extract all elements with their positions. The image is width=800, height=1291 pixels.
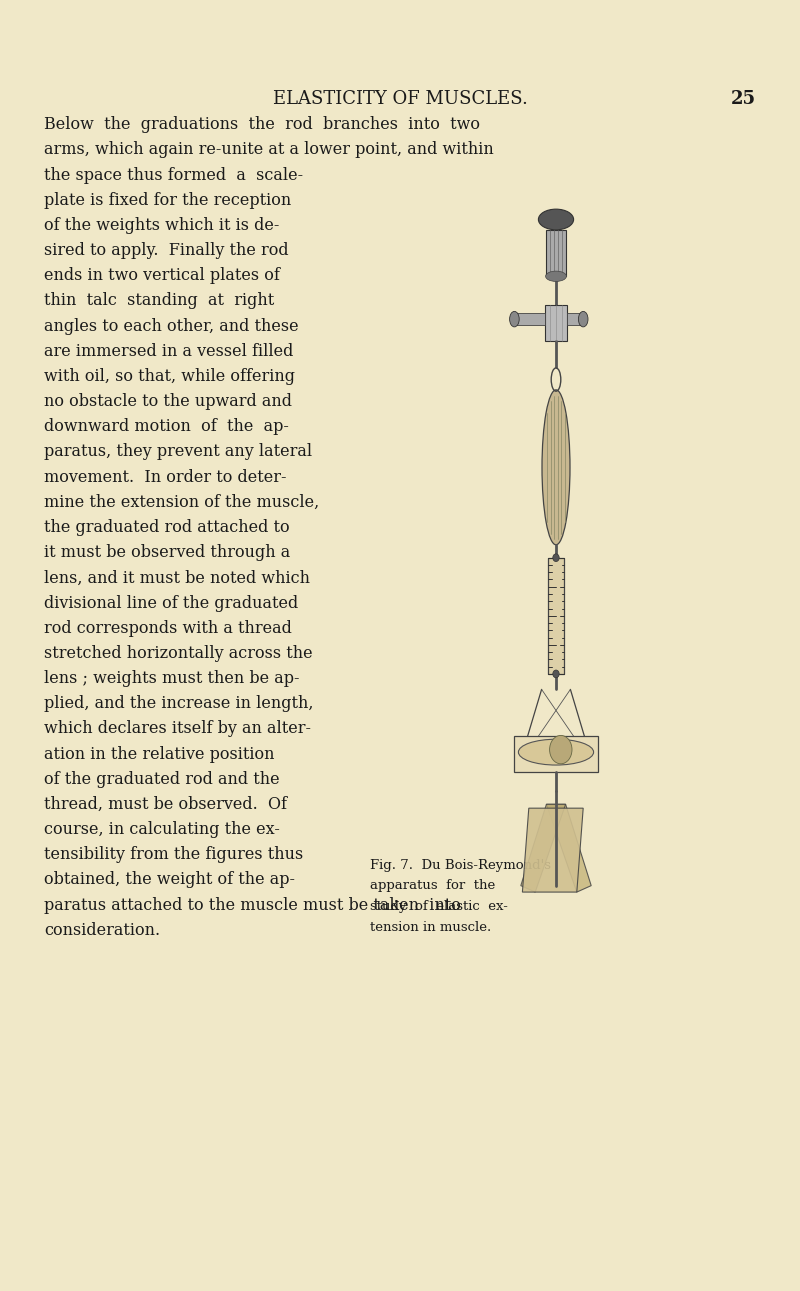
Text: stretched horizontally across the: stretched horizontally across the: [44, 644, 313, 662]
Text: lens ; weights must then be ap-: lens ; weights must then be ap-: [44, 670, 299, 687]
Text: the space thus formed  a  scale-: the space thus formed a scale-: [44, 167, 303, 183]
Text: ends in two vertical plates of: ends in two vertical plates of: [44, 267, 280, 284]
Text: lens, and it must be noted which: lens, and it must be noted which: [44, 569, 310, 586]
Text: paratus, they prevent any lateral: paratus, they prevent any lateral: [44, 443, 312, 461]
Text: downward motion  of  the  ap-: downward motion of the ap-: [44, 418, 289, 435]
Text: thin  talc  standing  at  right: thin talc standing at right: [44, 292, 274, 310]
Text: plied, and the increase in length,: plied, and the increase in length,: [44, 695, 314, 713]
Polygon shape: [522, 808, 583, 892]
Text: study  of  elastic  ex-: study of elastic ex-: [370, 900, 507, 913]
Ellipse shape: [553, 670, 559, 678]
Text: no obstacle to the upward and: no obstacle to the upward and: [44, 392, 292, 411]
Text: of the graduated rod and the: of the graduated rod and the: [44, 771, 280, 788]
Text: arms, which again re-unite at a lower point, and within: arms, which again re-unite at a lower po…: [44, 141, 494, 159]
Bar: [514, 736, 598, 772]
Text: ation in the relative position: ation in the relative position: [44, 745, 274, 763]
Ellipse shape: [538, 209, 574, 230]
Text: movement.  In order to deter-: movement. In order to deter-: [44, 469, 286, 485]
Text: sired to apply.  Finally the rod: sired to apply. Finally the rod: [44, 243, 289, 259]
Ellipse shape: [518, 740, 594, 766]
Polygon shape: [521, 804, 566, 892]
Ellipse shape: [542, 390, 570, 545]
Polygon shape: [546, 804, 591, 892]
Text: apparatus  for  the: apparatus for the: [370, 879, 495, 892]
Bar: [567, 314, 583, 325]
Text: paratus attached to the muscle must be taken  into: paratus attached to the muscle must be t…: [44, 896, 461, 914]
Bar: [546, 230, 566, 276]
Ellipse shape: [553, 554, 559, 562]
Text: it must be observed through a: it must be observed through a: [44, 544, 290, 562]
Text: thread, must be observed.  Of: thread, must be observed. Of: [44, 795, 287, 813]
Text: Fig. 7.  Du Bois-Reymond's: Fig. 7. Du Bois-Reymond's: [370, 859, 550, 871]
Ellipse shape: [546, 271, 566, 281]
Text: obtained, the weight of the ap-: obtained, the weight of the ap-: [44, 871, 295, 888]
Text: tension in muscle.: tension in muscle.: [370, 920, 491, 933]
Text: tensibility from the figures thus: tensibility from the figures thus: [44, 847, 303, 864]
Circle shape: [510, 311, 519, 327]
Text: of the weights which it is de-: of the weights which it is de-: [44, 217, 279, 234]
Text: which declares itself by an alter-: which declares itself by an alter-: [44, 720, 311, 737]
Text: ELASTICITY OF MUSCLES.: ELASTICITY OF MUSCLES.: [273, 90, 527, 108]
Text: with oil, so that, while offering: with oil, so that, while offering: [44, 368, 295, 385]
Text: course, in calculating the ex-: course, in calculating the ex-: [44, 821, 280, 838]
Text: are immersed in a vessel filled: are immersed in a vessel filled: [44, 342, 294, 360]
Text: angles to each other, and these: angles to each other, and these: [44, 318, 298, 334]
Text: the graduated rod attached to: the graduated rod attached to: [44, 519, 290, 536]
Bar: [545, 305, 567, 341]
Text: 25: 25: [731, 90, 756, 108]
Text: consideration.: consideration.: [44, 922, 160, 939]
Text: mine the extension of the muscle,: mine the extension of the muscle,: [44, 493, 319, 511]
Text: divisional line of the graduated: divisional line of the graduated: [44, 594, 298, 612]
Text: plate is fixed for the reception: plate is fixed for the reception: [44, 191, 291, 209]
Circle shape: [578, 311, 588, 327]
Bar: [547, 558, 565, 674]
Bar: [514, 314, 545, 325]
Text: rod corresponds with a thread: rod corresponds with a thread: [44, 620, 292, 636]
Ellipse shape: [550, 736, 572, 764]
Text: Below  the  graduations  the  rod  branches  into  two: Below the graduations the rod branches i…: [44, 116, 480, 133]
